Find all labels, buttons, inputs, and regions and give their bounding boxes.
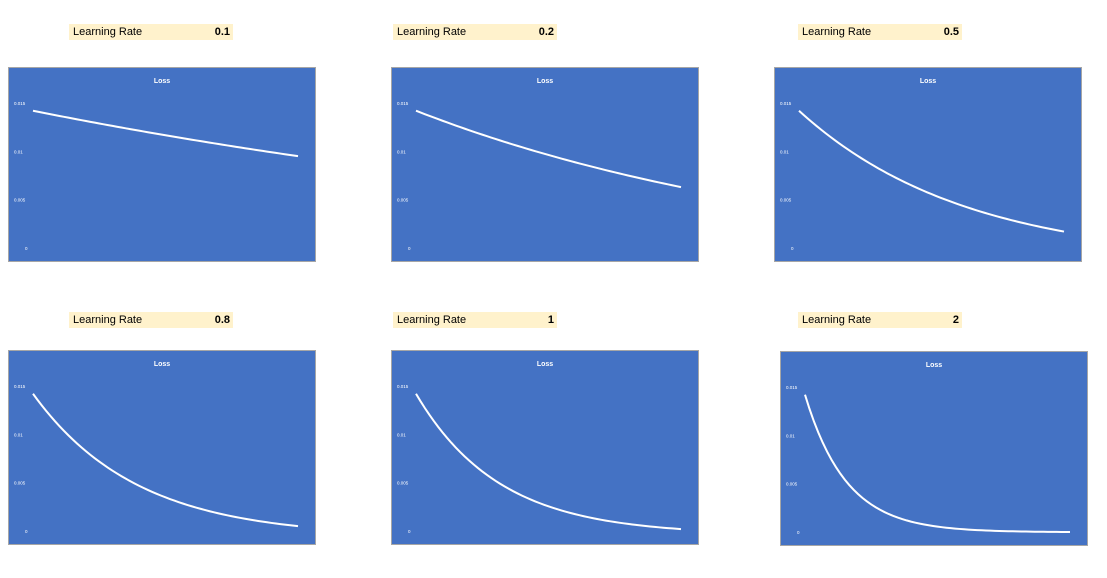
chart-title: Loss <box>154 78 170 85</box>
y-tick-label: 0.015 <box>14 384 26 389</box>
loss-chart-svg: Loss 0 0.005 0.01 0.015 <box>14 361 299 534</box>
loss-series-line <box>32 393 299 528</box>
y-tick-label: 0.01 <box>780 149 789 154</box>
chart-title: Loss <box>154 361 170 368</box>
y-tick-label: 0.005 <box>780 198 792 203</box>
y-tick-label: 0.005 <box>397 198 409 203</box>
learning-rate-value: 0.2 <box>538 26 554 38</box>
learning-rate-label: Learning Rate 0.8 <box>69 312 233 328</box>
y-tick-label: 0 <box>797 530 800 535</box>
chart-title: Loss <box>920 78 936 85</box>
y-tick-label: 0.015 <box>397 384 409 389</box>
learning-rate-value: 0.8 <box>214 314 230 326</box>
y-tick-label: 0.005 <box>14 481 26 486</box>
learning-rate-label: Learning Rate 0.1 <box>69 24 233 40</box>
loss-series-line <box>415 393 682 531</box>
loss-chart-svg: Loss 0 0.005 0.01 0.015 <box>397 78 682 251</box>
chart-title: Loss <box>926 362 942 369</box>
loss-chart-svg: Loss 0 0.005 0.01 0.015 <box>397 361 682 534</box>
loss-chart: Loss 0 0.005 0.01 0.015 <box>8 67 316 262</box>
y-tick-label: 0.015 <box>397 101 409 106</box>
loss-chart-svg: Loss 0 0.005 0.01 0.015 <box>14 78 299 251</box>
chart-title: Loss <box>537 361 553 368</box>
y-tick-label: 0.01 <box>786 433 795 438</box>
learning-rate-text: Learning Rate <box>73 314 143 326</box>
y-tick-label: 0.005 <box>786 482 798 487</box>
learning-rate-value: 2 <box>952 314 959 326</box>
chart-title: Loss <box>537 78 553 85</box>
y-tick-label: 0.015 <box>786 385 798 390</box>
y-tick-label: 0.01 <box>14 432 23 437</box>
learning-rate-text: Learning Rate <box>802 314 872 326</box>
y-tick-label: 0.01 <box>397 432 406 437</box>
learning-rate-text: Learning Rate <box>397 26 467 38</box>
learning-rate-value: 0.5 <box>943 26 959 38</box>
learning-rate-label: Learning Rate 0.2 <box>393 24 557 40</box>
y-tick-label: 0.005 <box>14 198 26 203</box>
y-tick-label: 0.01 <box>397 149 406 154</box>
y-tick-label: 0 <box>25 529 28 534</box>
loss-series-line <box>32 109 299 158</box>
loss-chart: Loss 0 0.005 0.01 0.015 <box>780 351 1088 546</box>
learning-rate-text: Learning Rate <box>73 26 143 38</box>
learning-rate-label: Learning Rate 0.5 <box>798 24 962 40</box>
learning-rate-value: 0.1 <box>214 26 230 38</box>
y-tick-label: 0 <box>408 246 411 251</box>
loss-chart: Loss 0 0.005 0.01 0.015 <box>391 350 699 545</box>
learning-rate-text: Learning Rate <box>802 26 872 38</box>
loss-chart: Loss 0 0.005 0.01 0.015 <box>8 350 316 545</box>
y-tick-label: 0.005 <box>397 481 409 486</box>
y-tick-label: 0 <box>25 246 28 251</box>
loss-chart: Loss 0 0.005 0.01 0.015 <box>391 67 699 262</box>
loss-chart-svg: Loss 0 0.005 0.01 0.015 <box>786 362 1071 535</box>
y-tick-label: 0.01 <box>14 149 23 154</box>
loss-series-line <box>415 109 682 189</box>
y-tick-label: 0.015 <box>780 101 792 106</box>
learning-rate-value: 1 <box>547 314 554 326</box>
y-tick-label: 0 <box>791 246 794 251</box>
loss-series-line <box>804 394 1071 533</box>
learning-rate-text: Learning Rate <box>397 314 467 326</box>
y-tick-label: 0 <box>408 529 411 534</box>
loss-series-line <box>798 109 1065 233</box>
learning-rate-label: Learning Rate 1 <box>393 312 557 328</box>
learning-rate-label: Learning Rate 2 <box>798 312 962 328</box>
y-tick-label: 0.015 <box>14 101 26 106</box>
loss-chart: Loss 0 0.005 0.01 0.015 <box>774 67 1082 262</box>
loss-chart-svg: Loss 0 0.005 0.01 0.015 <box>780 78 1065 251</box>
